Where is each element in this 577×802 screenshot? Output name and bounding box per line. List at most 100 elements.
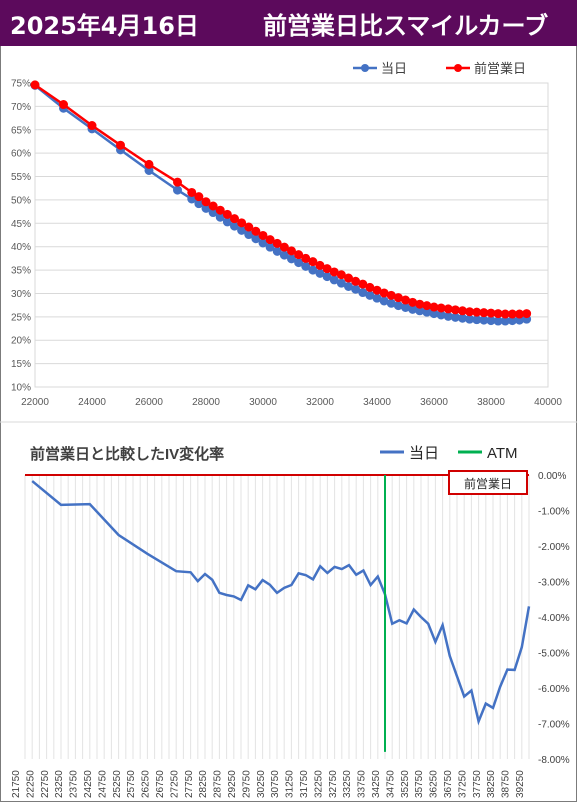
chart1-y-tick-label: 75% [11, 79, 31, 90]
chart1-y-tick-label: 40% [11, 242, 31, 253]
chart2-x-tick-label: 25250 [112, 770, 123, 798]
chart2-x-tick-label: 32250 [313, 770, 324, 798]
chart1-data-point [272, 238, 282, 248]
chart1-legend-label: 当日 [381, 61, 407, 76]
chart1-y-tick-label: 15% [11, 359, 31, 370]
chart1-y-tick-label: 45% [11, 219, 31, 230]
chart2-x-tick-label: 29250 [227, 770, 238, 798]
chart1-data-point [301, 253, 311, 263]
chart1-data-point [315, 260, 325, 270]
chart1-data-point [230, 214, 239, 224]
chart1-data-point [201, 197, 211, 207]
chart2-x-tick-label: 31750 [299, 770, 310, 798]
header-bar: 2025年4月16日 前営業日比スマイルカーブ [0, 0, 577, 46]
chart2-series-line [31, 480, 531, 726]
chart1-data-point [279, 242, 289, 252]
chart1-plot-area [34, 82, 549, 388]
chart1-data-point [422, 301, 432, 311]
chart1-data-point [116, 140, 125, 150]
chart1-data-point [336, 270, 346, 280]
chart1-data-point [87, 121, 97, 131]
chart2-x-tick-label: 23250 [54, 770, 65, 798]
chart1-y-tick-label: 30% [11, 289, 31, 300]
report-title: 前営業日比スマイルカーブ [263, 12, 549, 40]
chart2-x-tick-label: 30250 [256, 770, 267, 798]
chart2-x-tick-label: 30750 [270, 770, 281, 798]
chart2-x-tick-label: 36250 [429, 770, 440, 798]
chart1-legend-label: 前営業日 [474, 61, 526, 76]
chart2-x-tick-label: 39250 [515, 770, 526, 798]
chart1-y-tick-label: 35% [11, 266, 31, 277]
chart1-data-point [173, 177, 182, 187]
chart2-reference-box [448, 470, 528, 495]
chart1-x-tick-label: 36000 [420, 397, 448, 408]
chart1-y-tick-label: 65% [11, 125, 31, 136]
chart2-x-tick-label: 24250 [83, 770, 94, 798]
chart2-x-tick-label: 23750 [69, 770, 80, 798]
chart1-data-point [251, 226, 261, 236]
chart1-data-point [308, 257, 318, 267]
chart1-y-tick-label: 55% [11, 172, 31, 183]
chart1-data-point [265, 235, 275, 245]
chart1-x-tick-label: 22000 [21, 397, 49, 408]
chart2-x-tick-label: 28250 [198, 770, 209, 798]
chart2-x-tick-label: 22750 [40, 770, 51, 798]
chart1-y-tick-label: 70% [11, 102, 31, 113]
chart1-data-point [344, 273, 353, 283]
chart1-x-tick-label: 24000 [78, 397, 106, 408]
chart1-data-point [215, 205, 225, 215]
chart2-x-tick-label: 28750 [213, 770, 224, 798]
chart1-x-tick-label: 34000 [363, 397, 391, 408]
chart2-title: 前営業日と比較したIV変化率 [30, 445, 224, 463]
chart2-x-tick-label: 34250 [371, 770, 382, 798]
chart1-y-tick-label: 20% [11, 336, 31, 347]
chart2-x-tick-label: 37750 [472, 770, 483, 798]
chart1-x-tick-label: 28000 [192, 397, 220, 408]
chart2-x-tick-label: 38750 [501, 770, 512, 798]
chart1-data-point [258, 230, 268, 240]
iv-change-chart: 前営業日と比較したIV変化率 0.00% -1.00% -2.00% -3.00% -4.… [0, 421, 577, 798]
chart1-y-tick-label: 60% [11, 149, 31, 160]
chart1-data-point [287, 246, 296, 256]
chart2-y-tick-label: -4.00% [538, 613, 570, 624]
chart2-x-tick-label: 21750 [11, 770, 22, 798]
chart1-data-point [59, 100, 68, 110]
chart1-data-point [187, 187, 197, 197]
chart1-data-point [194, 192, 204, 202]
chart1-data-point [30, 80, 40, 90]
chart2-x-tick-label: 34750 [385, 770, 396, 798]
chart1-data-point [358, 279, 368, 289]
chart2-y-tick-label: 0.00% [538, 471, 566, 482]
smile-curve-chart: 10% 15% 20% 25% 30% 35% 40% 45% 50% 55% 60% 65% 70% 7… [11, 61, 562, 408]
chart2-reference-label: 前営業日 [464, 476, 512, 491]
chart1-data-point [173, 185, 182, 195]
chart2-x-tick-label: 35750 [414, 770, 425, 798]
chart2-y-tick-label: -1.00% [538, 507, 570, 518]
chart2-x-tick-label: 29750 [241, 770, 252, 798]
chart2-legend-label: 当日 [409, 445, 439, 462]
chart1-data-point [322, 264, 332, 274]
chart1-x-tick-label: 40000 [534, 397, 562, 408]
chart1-data-point [294, 250, 304, 260]
chart1-data-point [208, 201, 218, 211]
chart2-x-tick-label: 26750 [155, 770, 166, 798]
chart1-data-point [222, 209, 232, 219]
chart2-x-tick-label: 27250 [169, 770, 180, 798]
chart1-y-tick-label: 50% [11, 195, 31, 206]
chart1-series-line [34, 84, 527, 323]
chart1-x-tick-label: 38000 [477, 397, 505, 408]
chart2-y-tick-label: -7.00% [538, 720, 570, 731]
chart2-y-tick-label: -5.00% [538, 649, 570, 660]
chart2-x-tick-label: 25750 [126, 770, 137, 798]
chart2-y-tick-label: -8.00% [538, 755, 570, 766]
chart1-data-point [237, 218, 247, 228]
chart2-x-tick-label: 32750 [328, 770, 339, 798]
chart2-x-tick-label: 33750 [357, 770, 368, 798]
chart1-data-point [522, 309, 532, 319]
chart1-legend-marker [361, 64, 369, 72]
chart2-x-tick-label: 26250 [141, 770, 152, 798]
chart2-y-tick-label: -6.00% [538, 684, 570, 695]
chart1-x-tick-label: 26000 [135, 397, 163, 408]
chart1-y-tick-label: 25% [11, 312, 31, 323]
chart2-y-tick-label: -2.00% [538, 542, 570, 553]
